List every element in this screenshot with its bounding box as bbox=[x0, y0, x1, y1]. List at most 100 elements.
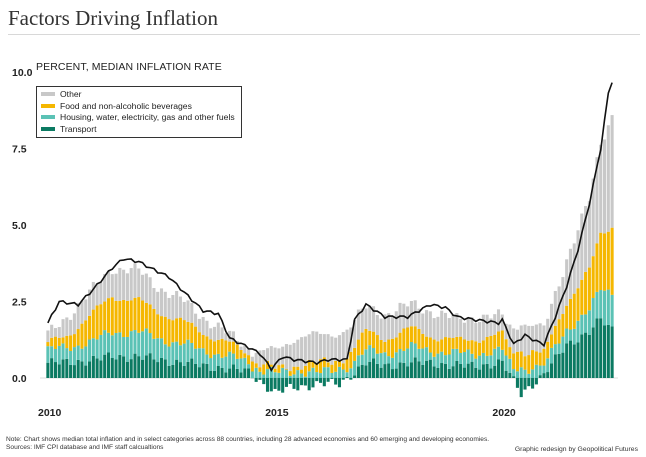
bar-transport bbox=[546, 372, 550, 378]
bar-other bbox=[546, 318, 550, 342]
bar-housing bbox=[375, 353, 379, 364]
bar-food bbox=[311, 360, 315, 368]
bar-housing bbox=[258, 371, 262, 378]
bar-housing bbox=[591, 297, 595, 328]
bar-housing bbox=[485, 355, 489, 364]
bar-other bbox=[159, 288, 164, 317]
bar-food bbox=[481, 340, 485, 353]
bar-transport bbox=[330, 378, 334, 379]
bar-transport bbox=[228, 368, 232, 378]
bar-transport bbox=[212, 370, 217, 378]
bar-other bbox=[436, 316, 440, 342]
bar-food bbox=[387, 339, 391, 357]
bar-housing bbox=[568, 329, 572, 341]
bar-food bbox=[296, 366, 300, 371]
bar-transport bbox=[451, 366, 455, 378]
legend-label: Other bbox=[60, 89, 82, 99]
bar-food bbox=[118, 300, 122, 333]
bar-housing bbox=[250, 371, 254, 378]
bar-housing bbox=[212, 354, 217, 371]
bar-food bbox=[167, 319, 171, 347]
bar-other bbox=[95, 283, 99, 306]
legend-swatch bbox=[41, 115, 55, 119]
bar-housing bbox=[84, 346, 88, 366]
bar-other bbox=[182, 301, 186, 321]
bar-housing bbox=[425, 347, 429, 361]
bar-other bbox=[368, 305, 372, 331]
bar-transport bbox=[178, 362, 182, 378]
bar-transport bbox=[80, 361, 84, 378]
bar-transport bbox=[205, 363, 209, 378]
bar-transport bbox=[447, 368, 451, 378]
bar-transport bbox=[265, 378, 270, 392]
bar-food bbox=[269, 364, 273, 367]
bar-food bbox=[122, 299, 126, 337]
bar-transport bbox=[542, 373, 546, 378]
bar-transport bbox=[372, 358, 376, 378]
bar-food bbox=[587, 267, 591, 311]
bar-other bbox=[167, 297, 171, 320]
bar-housing bbox=[440, 351, 444, 364]
y-tick-label: 5.0 bbox=[12, 220, 27, 232]
bar-housing bbox=[489, 355, 493, 369]
bar-other bbox=[129, 268, 133, 301]
bar-food bbox=[549, 334, 554, 348]
bar-other bbox=[141, 274, 145, 301]
bar-food bbox=[148, 304, 152, 334]
bar-transport bbox=[349, 378, 353, 380]
bar-food bbox=[144, 302, 148, 329]
bar-housing bbox=[356, 355, 360, 367]
bar-other bbox=[186, 300, 190, 322]
bar-other bbox=[527, 325, 531, 356]
bar-food bbox=[553, 325, 557, 345]
bar-housing bbox=[341, 369, 345, 378]
bar-transport bbox=[231, 364, 235, 378]
bar-other bbox=[459, 318, 463, 337]
bar-transport bbox=[110, 357, 114, 378]
bar-transport bbox=[432, 366, 436, 378]
bar-housing bbox=[481, 352, 485, 365]
y-tick-label: 7.5 bbox=[12, 144, 27, 156]
bar-other bbox=[137, 268, 141, 298]
bar-other bbox=[243, 344, 247, 354]
bar-food bbox=[341, 363, 345, 370]
bar-other bbox=[231, 331, 235, 342]
bar-housing bbox=[334, 371, 338, 378]
legend-item-transport: Transport bbox=[41, 124, 96, 134]
bar-food bbox=[133, 297, 137, 331]
bar-food bbox=[235, 344, 239, 359]
bar-food bbox=[243, 353, 247, 358]
bar-other bbox=[462, 322, 466, 340]
bar-food bbox=[561, 314, 565, 337]
bar-other bbox=[175, 290, 179, 319]
bar-other bbox=[478, 322, 482, 343]
bar-housing bbox=[549, 347, 554, 364]
bar-housing bbox=[186, 339, 190, 362]
bar-other bbox=[572, 243, 576, 294]
bar-transport bbox=[466, 363, 470, 378]
bar-other bbox=[80, 300, 84, 324]
bar-transport bbox=[175, 359, 179, 378]
bar-food bbox=[360, 332, 364, 355]
bar-transport bbox=[99, 360, 103, 378]
bar-food bbox=[599, 232, 603, 291]
bar-other bbox=[470, 317, 474, 341]
bar-housing bbox=[390, 357, 395, 370]
bar-transport bbox=[114, 359, 118, 378]
bar-transport bbox=[201, 363, 205, 378]
bar-transport bbox=[69, 364, 73, 378]
bar-housing bbox=[580, 314, 584, 335]
bar-housing bbox=[269, 366, 273, 378]
bar-food bbox=[557, 319, 561, 344]
bar-housing bbox=[235, 358, 239, 369]
bar-food bbox=[99, 304, 103, 335]
bar-housing bbox=[493, 348, 497, 366]
bar-housing bbox=[451, 348, 455, 367]
bar-transport bbox=[553, 354, 557, 378]
bar-food bbox=[258, 367, 262, 372]
bar-transport bbox=[103, 354, 107, 378]
bar-food bbox=[519, 351, 523, 368]
bar-transport bbox=[159, 357, 164, 378]
bar-housing bbox=[474, 358, 478, 368]
bar-other bbox=[553, 290, 557, 326]
